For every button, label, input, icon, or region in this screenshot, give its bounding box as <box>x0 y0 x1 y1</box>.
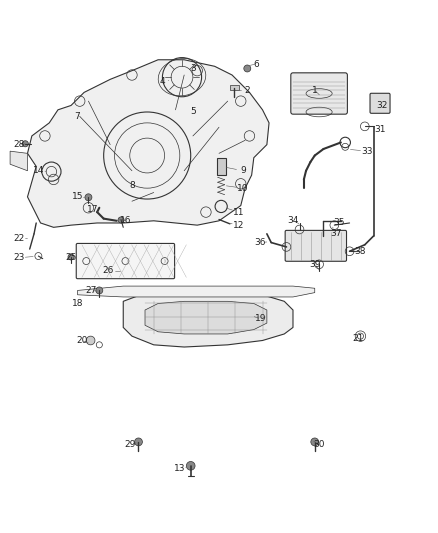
Circle shape <box>118 217 124 223</box>
Text: 32: 32 <box>377 101 388 110</box>
Text: 26: 26 <box>102 266 114 276</box>
Text: 21: 21 <box>353 334 364 343</box>
Text: 33: 33 <box>361 147 373 156</box>
Text: 23: 23 <box>13 253 25 262</box>
Text: 6: 6 <box>253 60 259 69</box>
Text: 29: 29 <box>124 440 135 449</box>
Polygon shape <box>78 286 315 297</box>
Circle shape <box>22 141 28 147</box>
Text: 2: 2 <box>244 86 250 95</box>
Polygon shape <box>10 151 28 171</box>
Text: 38: 38 <box>355 247 366 256</box>
Text: 28: 28 <box>13 140 25 149</box>
Circle shape <box>96 287 103 294</box>
FancyBboxPatch shape <box>370 93 390 114</box>
Text: 16: 16 <box>120 216 131 225</box>
Text: 3: 3 <box>190 64 196 73</box>
Text: 14: 14 <box>33 166 44 175</box>
Text: 9: 9 <box>240 166 246 175</box>
Text: 5: 5 <box>190 108 196 117</box>
Text: 18: 18 <box>72 299 83 308</box>
Circle shape <box>244 65 251 72</box>
Text: 35: 35 <box>333 219 344 228</box>
Text: 15: 15 <box>72 192 83 201</box>
Circle shape <box>134 438 142 446</box>
Text: 11: 11 <box>233 207 244 216</box>
Circle shape <box>186 462 195 470</box>
Text: 4: 4 <box>159 77 165 86</box>
Text: 17: 17 <box>87 205 99 214</box>
Circle shape <box>68 254 74 260</box>
Text: 27: 27 <box>85 286 96 295</box>
Text: 34: 34 <box>287 216 299 225</box>
Text: 13: 13 <box>174 464 186 473</box>
Bar <box>217 158 226 175</box>
Text: 22: 22 <box>13 233 25 243</box>
Text: 1: 1 <box>312 86 318 95</box>
Polygon shape <box>145 301 267 334</box>
Text: 20: 20 <box>76 336 88 345</box>
Text: 25: 25 <box>65 253 77 262</box>
Text: 39: 39 <box>309 260 321 269</box>
Circle shape <box>311 438 319 446</box>
Text: 30: 30 <box>313 440 325 449</box>
Text: 10: 10 <box>237 184 249 192</box>
Text: 31: 31 <box>374 125 386 134</box>
Circle shape <box>86 336 95 345</box>
Text: 37: 37 <box>331 229 342 238</box>
FancyBboxPatch shape <box>285 230 346 261</box>
Bar <box>230 85 239 90</box>
FancyBboxPatch shape <box>291 73 347 114</box>
Text: 36: 36 <box>254 238 266 247</box>
Text: 12: 12 <box>233 221 244 230</box>
Text: 7: 7 <box>74 112 81 121</box>
Text: 19: 19 <box>254 314 266 323</box>
Text: 8: 8 <box>129 181 135 190</box>
Polygon shape <box>123 293 293 347</box>
FancyBboxPatch shape <box>76 244 175 279</box>
Circle shape <box>85 194 92 201</box>
Polygon shape <box>28 60 269 228</box>
